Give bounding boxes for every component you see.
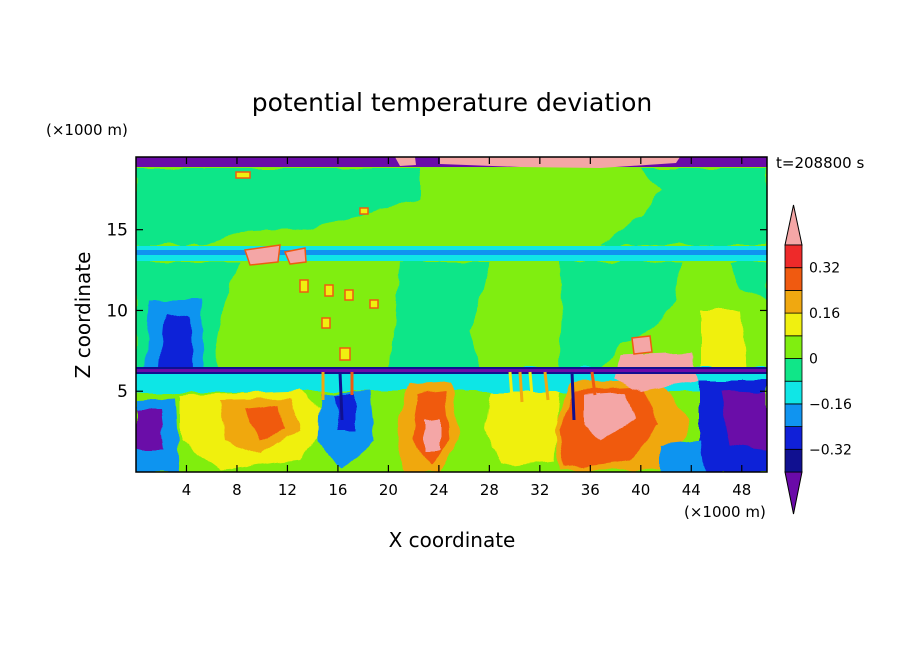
colorbar-cell <box>784 403 803 427</box>
colorbar-cell <box>784 267 803 291</box>
interface-band-purple <box>136 369 767 372</box>
lower-purple-f <box>136 410 165 450</box>
colorbar-label: −0.16 <box>809 397 852 413</box>
x-tick-label: 44 <box>682 481 701 499</box>
field-patch-mid-right <box>560 262 680 368</box>
field-patch-mid-far <box>730 262 767 300</box>
cyan-layer-core <box>136 250 767 255</box>
x-tick-label: 16 <box>328 481 347 499</box>
colorbar-cell <box>784 312 803 337</box>
colorbar-label: 0 <box>809 352 818 368</box>
x-tick-label: 36 <box>581 481 600 499</box>
y-axis-label: Z coordinate <box>71 252 95 379</box>
colorbar-cell <box>784 380 803 405</box>
colorbar-top-triangle <box>784 204 803 246</box>
field-patch-upper <box>136 168 420 245</box>
colorbar-cell <box>784 448 803 473</box>
plume-yellow <box>700 310 745 368</box>
colorbar-label: 0.16 <box>809 306 840 322</box>
x-tick-label: 8 <box>232 481 242 499</box>
colorbar-cell <box>784 335 803 359</box>
colorbar-bottom-triangle <box>784 471 803 515</box>
colorbar-label: −0.32 <box>809 442 852 458</box>
lower-purple-g <box>720 390 767 450</box>
x-tick-label: 28 <box>480 481 499 499</box>
x-tick-label: 24 <box>429 481 448 499</box>
lower-blue-h <box>660 440 705 472</box>
y-tick-label: 15 <box>106 221 128 241</box>
colorbar-cell <box>784 244 803 269</box>
plot-frame <box>135 156 768 473</box>
chart-title: potential temperature deviation <box>252 88 652 117</box>
x-tick-label: 32 <box>530 481 549 499</box>
x-tick-label: 4 <box>182 481 192 499</box>
colorbar-cell <box>784 426 803 450</box>
field-patch-upper-right <box>600 168 767 245</box>
lower-blue-e <box>318 392 375 470</box>
lower-red-a <box>245 405 285 440</box>
top-pink-blob <box>395 157 680 168</box>
lower-pink-b <box>424 418 440 450</box>
y-axis: 5 10 15 <box>106 221 767 402</box>
colorbar-cell <box>784 358 803 382</box>
y-unit-label: (×1000 m) <box>46 121 128 139</box>
colorbar: −0.32 −0.16 0 0.16 0.32 <box>784 204 852 515</box>
interface-streaks <box>321 371 597 421</box>
lower-yellow-c <box>485 392 560 466</box>
x-tick-label: 48 <box>732 481 751 499</box>
x-axis: 4 8 12 16 20 24 28 32 36 40 44 48 <box>182 157 751 499</box>
plume-navy <box>160 312 192 368</box>
colorbar-cell <box>784 289 803 314</box>
x-axis-label: X coordinate <box>389 528 516 552</box>
contour-field <box>136 157 767 472</box>
x-tick-label: 20 <box>379 481 398 499</box>
x-tick-label: 12 <box>278 481 297 499</box>
pink-patches <box>235 171 653 361</box>
colorbar-label: 0.32 <box>809 261 840 277</box>
x-unit-label: (×1000 m) <box>684 503 766 521</box>
x-tick-label: 40 <box>631 481 650 499</box>
time-label: t=208800 s <box>776 154 864 172</box>
y-tick-label: 5 <box>117 382 128 402</box>
field-patch-mid-center <box>390 262 490 368</box>
lower-pink-d <box>585 392 635 440</box>
y-tick-label: 10 <box>106 301 128 321</box>
